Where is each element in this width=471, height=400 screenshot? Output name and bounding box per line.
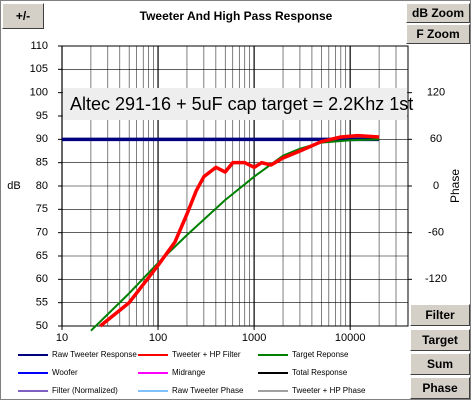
y-tick-label: 105	[30, 63, 48, 75]
y-tick-label: 65	[36, 250, 48, 262]
legend-label: Total Response	[292, 368, 348, 377]
button[interactable]: F Zoom	[406, 24, 470, 44]
y-tick-label: 85	[36, 157, 48, 169]
x-tick-label: 10000	[335, 332, 366, 344]
button[interactable]: Phase	[410, 377, 470, 399]
x-tick-label: 10	[56, 332, 68, 344]
y2-tick-label: 60	[430, 133, 442, 145]
y-tick-label: 60	[36, 273, 48, 285]
y-tick-label: 70	[36, 227, 48, 239]
legend-label: Target Reponse	[292, 350, 349, 359]
chart-title: Tweeter And High Pass Response	[140, 9, 333, 23]
y-tick-label: 75	[36, 203, 48, 215]
series-line	[90, 138, 380, 332]
y2-tick-label: 120	[427, 87, 445, 99]
y2-tick-label: -60	[428, 227, 444, 239]
button[interactable]: +/-	[2, 3, 44, 29]
y-tick-label: 95	[36, 110, 48, 122]
y2-tick-label: -120	[425, 273, 447, 285]
legend-label: Midrange	[172, 368, 206, 377]
button[interactable]: dB Zoom	[406, 3, 470, 23]
x-tick-label: 1000	[242, 332, 266, 344]
annotation-box	[63, 88, 407, 120]
y-tick-label: 90	[36, 133, 48, 145]
y-tick-label: 50	[36, 320, 48, 332]
y-tick-label: 100	[30, 87, 48, 99]
legend-label: Raw Tweeter Phase	[172, 386, 244, 395]
legend-label: Woofer	[52, 368, 78, 377]
y2-tick-label: 0	[433, 180, 439, 192]
x-tick-label: 100	[149, 332, 167, 344]
legend-label: Tweeter + HP Phase	[292, 386, 366, 395]
button[interactable]: Target	[410, 329, 470, 351]
button[interactable]: Filter	[410, 304, 470, 326]
y-tick-label: 110	[30, 40, 48, 52]
legend-label: Tweeter + HP Filter	[172, 350, 241, 359]
y-tick-label: 80	[36, 180, 48, 192]
series-line	[99, 133, 380, 328]
y-axis-label: dB	[7, 180, 20, 192]
button[interactable]: Sum	[410, 353, 470, 375]
legend-label: Raw Tweeter Response	[52, 350, 137, 359]
y-tick-label: 55	[36, 297, 48, 309]
annotation: Altec 291-16 + 5uF cap target = 2.2Khz 1…	[70, 94, 413, 114]
legend-label: Filter (Normalized)	[52, 386, 118, 395]
y2-axis-label: Phase	[448, 169, 462, 203]
